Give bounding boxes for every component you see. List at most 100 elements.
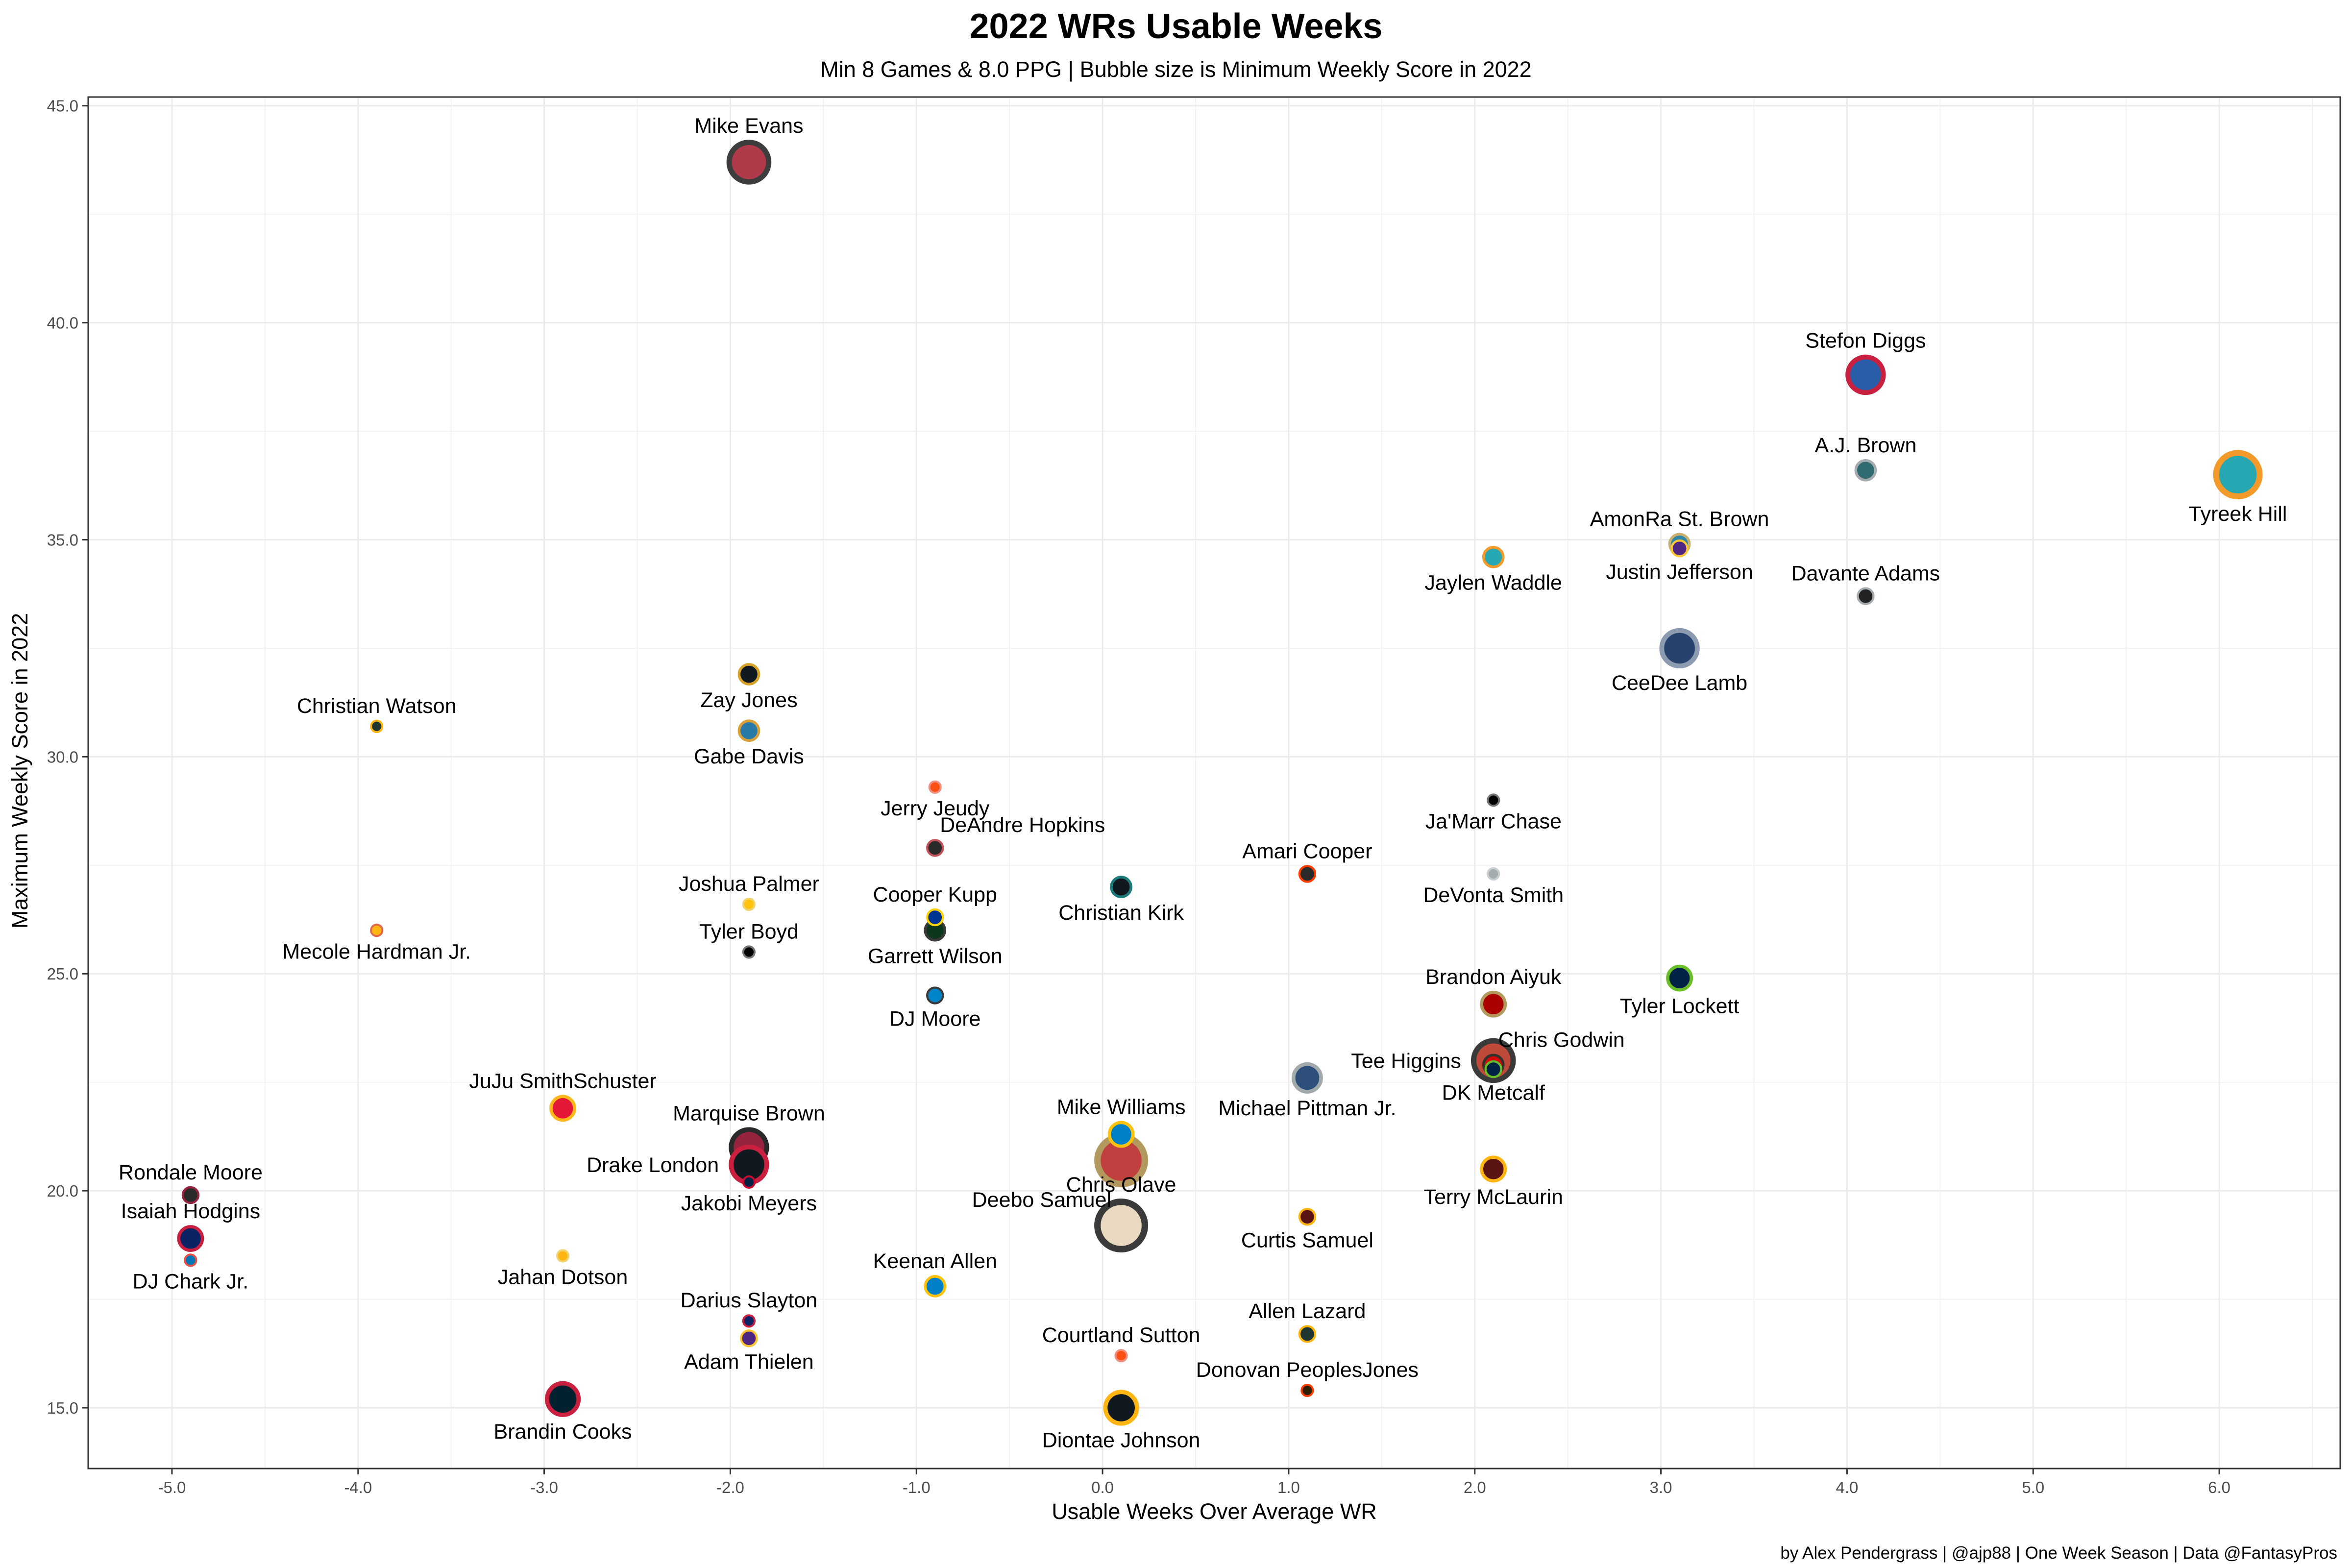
data-label: Christian Kirk: [1058, 901, 1184, 925]
data-label: DJ Chark Jr.: [133, 1270, 249, 1293]
data-labels: Mike Evans Stefon Diggs Tyreek Hill A.J. Br…: [119, 114, 2287, 1452]
data-label: Jahan Dotson: [498, 1266, 628, 1289]
data-label: Gabe Davis: [694, 745, 804, 768]
data-point: [926, 986, 944, 1004]
chart-caption: by Alex Pendergrass | @ajp88 | One Week …: [1780, 1544, 2337, 1563]
y-tick-label: 15.0: [47, 1399, 78, 1417]
data-label: DK Metcalf: [1442, 1081, 1545, 1104]
data-label: DeVonta Smith: [1423, 883, 1564, 907]
data-point: [928, 780, 942, 794]
data-point: [737, 663, 760, 686]
chart-title: 2022 WRs Usable Weeks: [969, 7, 1382, 46]
data-label: Curtis Samuel: [1241, 1228, 1373, 1252]
data-point: [726, 140, 772, 185]
data-point: [740, 1329, 758, 1348]
data-point: [737, 719, 760, 742]
data-point: [1107, 1121, 1135, 1148]
data-point: [1480, 1155, 1507, 1183]
data-point: [1094, 1198, 1149, 1252]
data-label: JuJu SmithSchuster: [469, 1069, 656, 1093]
data-label: Isaiah Hodgins: [121, 1200, 260, 1223]
data-point: [924, 1275, 947, 1298]
x-tick-label: -2.0: [716, 1478, 744, 1496]
data-point: [1298, 865, 1317, 883]
data-label: Donovan PeoplesJones: [1196, 1358, 1419, 1382]
chart-subtitle: Min 8 Games & 8.0 PPG | Bubble size is M…: [820, 57, 1531, 82]
data-label: Jerry Jeudy: [881, 797, 990, 820]
data-label: Courtland Sutton: [1042, 1323, 1200, 1347]
y-tick-label: 40.0: [47, 314, 78, 332]
x-tick-label: 0.0: [1091, 1478, 1114, 1496]
data-label: Deebo Samuel: [972, 1188, 1111, 1212]
data-label: DeAndre Hopkins: [940, 813, 1105, 837]
data-label: Adam Thielen: [684, 1350, 814, 1373]
x-axis-title: Usable Weeks Over Average WR: [1052, 1499, 1377, 1524]
data-label: Joshua Palmer: [679, 872, 819, 896]
data-points: [177, 140, 2263, 1426]
data-label: Zay Jones: [700, 688, 797, 712]
y-axis-ticks: 15.0 20.0 25.0 30.0 35.0 40.0 45.0: [47, 97, 88, 1417]
data-label: Chris Olave: [1066, 1173, 1176, 1197]
data-label: Mecole Hardman Jr.: [282, 940, 471, 963]
data-label: Terry McLaurin: [1424, 1185, 1563, 1209]
x-axis-ticks: -5.0 -4.0 -3.0 -2.0 -1.0 0.0 1.0 2.0 3.0 4.0 5.0 6.…: [158, 1469, 2230, 1496]
x-tick-label: 6.0: [2208, 1478, 2230, 1496]
data-point: [544, 1381, 581, 1417]
data-label: Marquise Brown: [673, 1102, 825, 1125]
data-label: Brandon Aiyuk: [1425, 965, 1562, 989]
data-point: [556, 1249, 570, 1263]
y-tick-label: 35.0: [47, 531, 78, 549]
data-point: [1487, 867, 1500, 881]
data-label: Tee Higgins: [1351, 1049, 1461, 1073]
data-point: [1103, 1390, 1139, 1426]
data-label: Jakobi Meyers: [681, 1192, 817, 1215]
data-point: [1484, 1060, 1502, 1078]
data-label: Allen Lazard: [1249, 1299, 1366, 1323]
data-point: [742, 897, 756, 911]
x-tick-label: -4.0: [344, 1478, 372, 1496]
data-label: Mike Evans: [694, 114, 803, 138]
data-label: Diontae Johnson: [1042, 1429, 1200, 1452]
data-label: Mike Williams: [1057, 1096, 1186, 1119]
data-label: Drake London: [587, 1153, 719, 1177]
data-label: DJ Moore: [889, 1007, 980, 1031]
data-point: [742, 945, 756, 959]
data-point: [2213, 450, 2263, 500]
data-label: Davante Adams: [1791, 562, 1940, 585]
plot-background: [88, 97, 2340, 1469]
data-label: Amari Cooper: [1242, 839, 1372, 863]
y-tick-label: 30.0: [47, 748, 78, 766]
data-point: [1298, 1325, 1317, 1343]
y-tick-label: 45.0: [47, 97, 78, 115]
data-label: Tyreek Hill: [2189, 502, 2287, 526]
data-point: [1666, 964, 1693, 992]
x-tick-label: 5.0: [2022, 1478, 2044, 1496]
data-label: Darius Slayton: [681, 1289, 818, 1312]
data-point: [926, 839, 944, 857]
data-point: [1659, 628, 1700, 669]
data-label: AmonRa St. Brown: [1590, 508, 1769, 531]
data-point: [1110, 876, 1132, 898]
data-point: [549, 1095, 576, 1122]
y-tick-label: 20.0: [47, 1182, 78, 1200]
x-tick-label: 1.0: [1277, 1478, 1300, 1496]
x-tick-label: 2.0: [1464, 1478, 1486, 1496]
data-label: Rondale Moore: [119, 1161, 263, 1184]
y-tick-label: 25.0: [47, 965, 78, 983]
data-point: [1482, 546, 1505, 568]
data-label: A.J. Brown: [1814, 434, 1916, 457]
y-axis-title: Maximum Weekly Score in 2022: [7, 613, 32, 929]
data-point: [1480, 990, 1507, 1018]
data-label: Stefon Diggs: [1805, 329, 1926, 353]
x-tick-label: 3.0: [1650, 1478, 1672, 1496]
data-label: Garrett Wilson: [868, 944, 1003, 968]
data-label: Michael Pittman Jr.: [1218, 1097, 1396, 1120]
x-tick-label: -5.0: [158, 1478, 186, 1496]
data-point: [1854, 459, 1877, 482]
data-point: [184, 1253, 197, 1267]
data-label: Ja'Marr Chase: [1425, 810, 1562, 833]
x-tick-label: -1.0: [903, 1478, 931, 1496]
data-point: [177, 1225, 204, 1252]
data-point: [742, 1314, 756, 1328]
